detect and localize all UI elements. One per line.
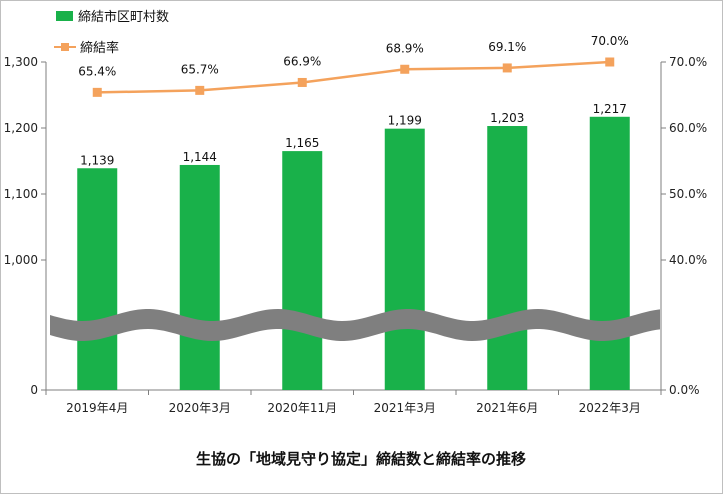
right-tick-label: 60.0% [669, 121, 707, 135]
left-tick-label: 1,300 [4, 55, 38, 69]
rate-point [400, 64, 410, 74]
legend-line-label: 締結率 [80, 40, 119, 56]
bar [589, 116, 630, 390]
legend-bar-label: 締結市区町村数 [78, 9, 169, 25]
left-tick-label: 0 [30, 383, 38, 397]
bar [384, 128, 425, 390]
axes: 1,300 1,200 1,100 1,000 0 70.0% 60.0% 50.0% 40.0… [4, 55, 707, 397]
bar-value-label: 1,139 [80, 153, 114, 167]
bar [179, 164, 220, 390]
bar [487, 126, 528, 391]
rate-line [92, 57, 615, 97]
rate-point [297, 77, 307, 87]
right-tick-label: 50.0% [669, 187, 707, 201]
left-tick-label: 1,200 [4, 121, 38, 135]
rate-value-label: 66.9% [283, 54, 321, 68]
rate-value-label: 70.0% [591, 34, 629, 48]
right-tick-label: 0.0% [669, 383, 700, 397]
chart-title: 生協の「地域見守り協定」締結数と締結率の推移 [196, 450, 526, 468]
rate-value-label: 65.4% [78, 64, 116, 78]
right-tick-label: 70.0% [669, 55, 707, 69]
bar [282, 151, 323, 390]
bar-value-label: 1,203 [490, 111, 524, 125]
bar-value-label: 1,217 [593, 102, 627, 116]
rate-point [92, 87, 102, 97]
axis-break-band [50, 309, 660, 341]
left-tick-label: 1,000 [4, 253, 38, 267]
data-labels: 1,139 1,144 1,165 1,199 1,203 1,217 65.4% 65.7%… [78, 34, 629, 167]
rate-value-label: 69.1% [488, 40, 526, 54]
rate-point [195, 85, 205, 95]
bar-value-label: 1,165 [285, 136, 319, 150]
left-tick-label: 1,100 [4, 187, 38, 201]
legend-bar-swatch [56, 11, 73, 21]
rate-point [502, 63, 512, 73]
rate-value-label: 68.9% [386, 41, 424, 55]
legend-item-line: 締結率 [54, 40, 119, 56]
x-tick-label: 2021年3月 [374, 401, 436, 415]
legend-line-marker [61, 43, 69, 51]
x-tick-label: 2022年3月 [579, 401, 641, 415]
x-tick-label: 2019年4月 [66, 401, 128, 415]
rate-line-path [97, 60, 610, 94]
bar [77, 168, 118, 390]
x-tick-label: 2020年3月 [169, 401, 231, 415]
legend: 締結市区町村数 締結率 [54, 9, 169, 56]
bar-value-label: 1,199 [388, 114, 422, 128]
x-tick-labels: 2019年4月 2020年3月 2020年11月 2021年3月 2021年6月 2022… [66, 401, 641, 415]
rate-point [605, 57, 615, 67]
axis-break [50, 309, 660, 341]
x-tick-label: 2020年11月 [267, 401, 337, 415]
bar-value-label: 1,144 [183, 150, 217, 164]
right-tick-label: 40.0% [669, 253, 707, 267]
rate-value-label: 65.7% [181, 62, 219, 76]
legend-item-bars: 締結市区町村数 [56, 9, 169, 25]
x-tick-label: 2021年6月 [476, 401, 538, 415]
bars [77, 116, 630, 391]
